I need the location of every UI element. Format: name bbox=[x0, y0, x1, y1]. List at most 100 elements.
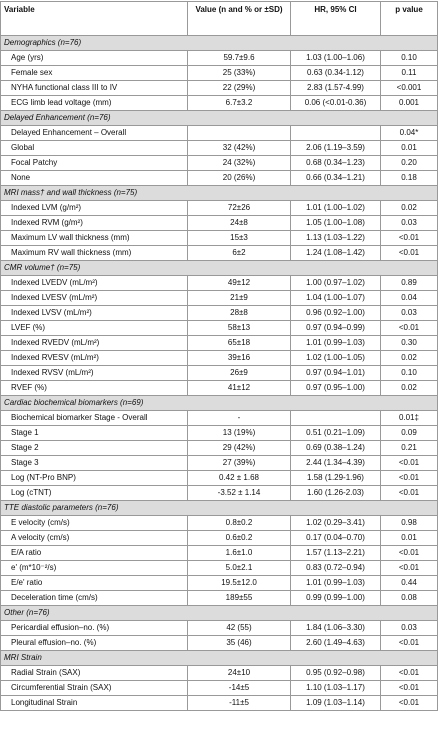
data-row: Indexed LVESV (mL/m²) 21±9 1.04 (1.00–1.07… bbox=[0, 290, 438, 306]
data-row: Stage 1 13 (19%) 0.51 (0.21–1.09) 0.09 bbox=[0, 425, 438, 441]
variable-cell: Maximum RV wall thickness (mm) bbox=[0, 245, 188, 261]
value-cell: 1.13 (1.03–1.22) bbox=[290, 230, 381, 246]
value-cell: 0.20 bbox=[380, 155, 438, 171]
value-cell: 0.21 bbox=[380, 440, 438, 456]
value-cell: 0.06 (<0.01-0.36) bbox=[290, 95, 381, 111]
value-cell: 1.00 (0.97–1.02) bbox=[290, 275, 381, 291]
value-cell: 6±2 bbox=[187, 245, 291, 261]
value-cell: 1.60 (1.26-2.03) bbox=[290, 485, 381, 501]
variable-cell: Circumferential Strain (SAX) bbox=[0, 680, 188, 696]
variable-cell: Indexed RVSV (mL/m²) bbox=[0, 365, 188, 381]
section-title: Delayed Enhancement (n=76) bbox=[0, 110, 438, 126]
data-row: Indexed LVEDV (mL/m²) 49±12 1.00 (0.97–1.0… bbox=[0, 275, 438, 291]
value-cell: 0.95 (0.92–0.98) bbox=[290, 665, 381, 681]
value-cell: 2.60 (1.49–4.63) bbox=[290, 635, 381, 651]
value-cell: 28±8 bbox=[187, 305, 291, 321]
data-row: Global 32 (42%) 2.06 (1.19–3.59) 0.01 bbox=[0, 140, 438, 156]
data-row: Indexed LVM (g/m²) 72±26 1.01 (1.00–1.02) 0… bbox=[0, 200, 438, 216]
data-row: Longitudinal Strain -11±5 1.09 (1.03–1.14)… bbox=[0, 695, 438, 711]
value-cell: <0.01 bbox=[380, 635, 438, 651]
value-cell: 1.58 (1.29-1.96) bbox=[290, 470, 381, 486]
variable-cell: Pericardial effusion–no. (%) bbox=[0, 620, 188, 636]
value-cell: 1.84 (1.06–3.30) bbox=[290, 620, 381, 636]
data-row: Indexed RVESV (mL/m²) 39±16 1.02 (1.00–1.0… bbox=[0, 350, 438, 366]
value-cell: 2.83 (1.57-4.99) bbox=[290, 80, 381, 96]
section-title: CMR volume† (n=75) bbox=[0, 260, 438, 276]
value-cell: 15±3 bbox=[187, 230, 291, 246]
data-row: Stage 2 29 (42%) 0.69 (0.38–1.24) 0.21 bbox=[0, 440, 438, 456]
section-row: Demographics (n=76) bbox=[0, 35, 438, 51]
value-cell bbox=[290, 125, 381, 141]
value-cell: 29 (42%) bbox=[187, 440, 291, 456]
variable-cell: Indexed RVEDV (mL/m²) bbox=[0, 335, 188, 351]
value-cell: 0.97 (0.94–1.01) bbox=[290, 365, 381, 381]
value-cell: 1.02 (1.00–1.05) bbox=[290, 350, 381, 366]
table-body: Demographics (n=76) Age (yrs) 59.7±9.6 1.03… bbox=[0, 35, 438, 711]
data-row: Maximum LV wall thickness (mm) 15±3 1.13 (… bbox=[0, 230, 438, 246]
value-cell: 0.17 (0.04–0.70) bbox=[290, 530, 381, 546]
section-row: Cardiac biochemical biomarkers (n=69) bbox=[0, 395, 438, 411]
variable-cell: Biochemical biomarker Stage - Overall bbox=[0, 410, 188, 426]
value-cell: 0.6±0.2 bbox=[187, 530, 291, 546]
column-header: p value bbox=[380, 1, 438, 36]
value-cell: <0.01 bbox=[380, 320, 438, 336]
variable-cell: Global bbox=[0, 140, 188, 156]
data-row: Focal Patchy 24 (32%) 0.68 (0.34–1.23) 0.20 bbox=[0, 155, 438, 171]
variable-cell: Indexed LVSV (mL/m²) bbox=[0, 305, 188, 321]
value-cell: 0.68 (0.34–1.23) bbox=[290, 155, 381, 171]
header-row: Variable Value (n and % or ±SD) HR, 95% … bbox=[0, 1, 438, 36]
value-cell: 1.09 (1.03–1.14) bbox=[290, 695, 381, 711]
value-cell: <0.01 bbox=[380, 545, 438, 561]
variable-cell: A velocity (cm/s) bbox=[0, 530, 188, 546]
value-cell: 20 (26%) bbox=[187, 170, 291, 186]
data-row: Pleural effusion–no. (%) 35 (46) 2.60 (1.4… bbox=[0, 635, 438, 651]
value-cell: 21±9 bbox=[187, 290, 291, 306]
value-cell: <0.01 bbox=[380, 665, 438, 681]
value-cell: 0.30 bbox=[380, 335, 438, 351]
variable-cell: E velocity (cm/s) bbox=[0, 515, 188, 531]
value-cell: 0.02 bbox=[380, 380, 438, 396]
value-cell: -11±5 bbox=[187, 695, 291, 711]
variable-cell: Stage 2 bbox=[0, 440, 188, 456]
value-cell: <0.001 bbox=[380, 80, 438, 96]
results-table: Variable Value (n and % or ±SD) HR, 95% … bbox=[0, 1, 438, 711]
value-cell: 13 (19%) bbox=[187, 425, 291, 441]
value-cell: 26±9 bbox=[187, 365, 291, 381]
value-cell: 41±12 bbox=[187, 380, 291, 396]
value-cell: 0.99 (0.99–1.00) bbox=[290, 590, 381, 606]
value-cell: 0.96 (0.92–1.00) bbox=[290, 305, 381, 321]
section-title: TTE diastolic parameters (n=76) bbox=[0, 500, 438, 516]
column-header: Variable bbox=[0, 1, 188, 36]
variable-cell: E/e' ratio bbox=[0, 575, 188, 591]
variable-cell: Indexed LVM (g/m²) bbox=[0, 200, 188, 216]
value-cell: -3.52 ± 1.14 bbox=[187, 485, 291, 501]
variable-cell: Stage 1 bbox=[0, 425, 188, 441]
value-cell: 0.01 bbox=[380, 140, 438, 156]
value-cell: - bbox=[187, 410, 291, 426]
value-cell: 39±16 bbox=[187, 350, 291, 366]
value-cell: 0.10 bbox=[380, 365, 438, 381]
value-cell: 0.02 bbox=[380, 200, 438, 216]
value-cell: <0.01 bbox=[380, 485, 438, 501]
value-cell: 189±55 bbox=[187, 590, 291, 606]
value-cell: 1.05 (1.00–1.08) bbox=[290, 215, 381, 231]
variable-cell: Maximum LV wall thickness (mm) bbox=[0, 230, 188, 246]
value-cell: 0.98 bbox=[380, 515, 438, 531]
value-cell: 0.83 (0.72–0.94) bbox=[290, 560, 381, 576]
section-row: CMR volume† (n=75) bbox=[0, 260, 438, 276]
section-title: Cardiac biochemical biomarkers (n=69) bbox=[0, 395, 438, 411]
value-cell: 0.89 bbox=[380, 275, 438, 291]
value-cell: 1.57 (1.13–2.21) bbox=[290, 545, 381, 561]
data-row: Indexed RVEDV (mL/m²) 65±18 1.01 (0.99–1.0… bbox=[0, 335, 438, 351]
value-cell: 49±12 bbox=[187, 275, 291, 291]
data-row: E/A ratio 1.6±1.0 1.57 (1.13–2.21) <0.01 bbox=[0, 545, 438, 561]
column-header: Value (n and % or ±SD) bbox=[187, 1, 291, 36]
data-row: Deceleration time (cm/s) 189±55 0.99 (0.99… bbox=[0, 590, 438, 606]
value-cell: 1.01 (0.99–1.03) bbox=[290, 575, 381, 591]
variable-cell: None bbox=[0, 170, 188, 186]
section-row: TTE diastolic parameters (n=76) bbox=[0, 500, 438, 516]
value-cell: 24±10 bbox=[187, 665, 291, 681]
data-row: RVEF (%) 41±12 0.97 (0.95–1.00) 0.02 bbox=[0, 380, 438, 396]
value-cell: 0.09 bbox=[380, 425, 438, 441]
data-row: Age (yrs) 59.7±9.6 1.03 (1.00–1.06) 0.10 bbox=[0, 50, 438, 66]
